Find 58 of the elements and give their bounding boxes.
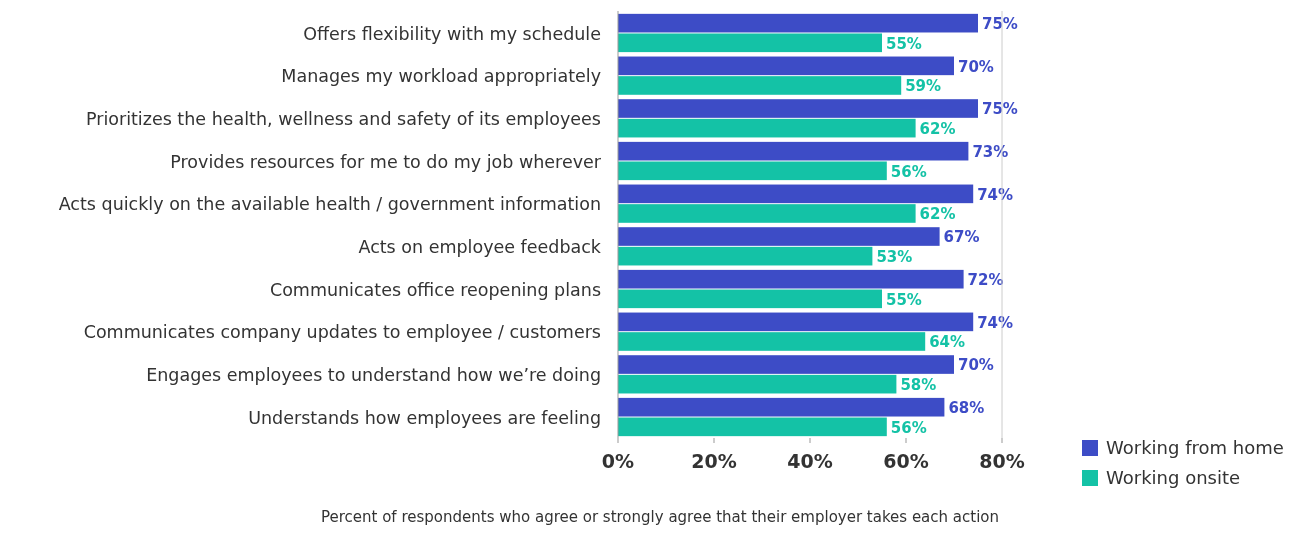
bar xyxy=(618,332,926,351)
bar xyxy=(618,161,887,181)
bar xyxy=(618,204,916,223)
data-label: 64% xyxy=(929,333,966,352)
data-label: 74% xyxy=(977,313,1014,332)
x-tick-label: 0% xyxy=(601,450,635,472)
bar xyxy=(618,99,978,118)
bar xyxy=(618,33,882,53)
data-label: 67% xyxy=(943,228,980,247)
data-label: 58% xyxy=(900,375,937,394)
data-label: 55% xyxy=(886,290,922,309)
data-label: 72% xyxy=(967,270,1004,289)
data-label: 73% xyxy=(972,142,1009,161)
legend-label: Working onsite xyxy=(1106,467,1241,489)
data-label: 68% xyxy=(948,398,985,417)
bar xyxy=(618,397,945,417)
bar xyxy=(618,355,954,374)
y-tick-label: Provides resources for me to do my job wherever xyxy=(170,151,602,172)
y-tick-label: Offers flexibility with my schedule xyxy=(303,23,601,44)
y-tick-label: Prioritizes the health, wellness and safety of its employees xyxy=(85,108,601,129)
data-label: 75% xyxy=(982,14,1018,33)
data-label: 70% xyxy=(958,356,994,375)
data-label: 74% xyxy=(977,185,1014,204)
y-tick-label: Manages my workload appropriately xyxy=(281,66,601,87)
data-label: 56% xyxy=(890,418,927,437)
data-label: 56% xyxy=(890,162,927,181)
data-label: 75% xyxy=(982,100,1018,119)
data-label: 53% xyxy=(876,247,913,266)
data-label: 70% xyxy=(958,57,994,76)
data-label: 62% xyxy=(919,119,956,138)
x-tick-label: 20% xyxy=(691,450,737,472)
bar xyxy=(618,417,887,437)
bar xyxy=(618,118,916,138)
data-label: 55% xyxy=(886,34,922,53)
legend-label: Working from home xyxy=(1106,437,1284,459)
y-tick-label: Communicates office reopening plans xyxy=(269,279,601,300)
x-tick-label: 60% xyxy=(883,450,929,472)
bar xyxy=(618,56,954,76)
bar xyxy=(618,269,964,289)
bar xyxy=(618,246,873,266)
bar xyxy=(618,289,882,309)
bar xyxy=(618,141,969,161)
y-tick-label: Communicates company updates to employee / customers xyxy=(83,322,601,343)
bar xyxy=(618,184,974,204)
data-label: 59% xyxy=(905,77,942,96)
y-tick-label: Understands how employees are feeling xyxy=(248,407,601,428)
bar xyxy=(618,76,902,95)
x-axis-title: Percent of respondents who agree or strongly agree that their employer takes each action xyxy=(320,508,1000,526)
y-tick-label: Engages employees to understand how we’re doing xyxy=(146,364,601,385)
bar xyxy=(618,374,897,394)
y-tick-label: Acts on employee feedback xyxy=(358,236,602,257)
y-tick-label: Acts quickly on the available health / government information xyxy=(58,194,601,215)
bar xyxy=(618,312,974,332)
bar xyxy=(618,227,940,246)
bar xyxy=(618,13,978,33)
data-label: 62% xyxy=(919,205,956,224)
x-tick-label: 40% xyxy=(787,450,833,472)
x-tick-label: 80% xyxy=(979,450,1025,472)
